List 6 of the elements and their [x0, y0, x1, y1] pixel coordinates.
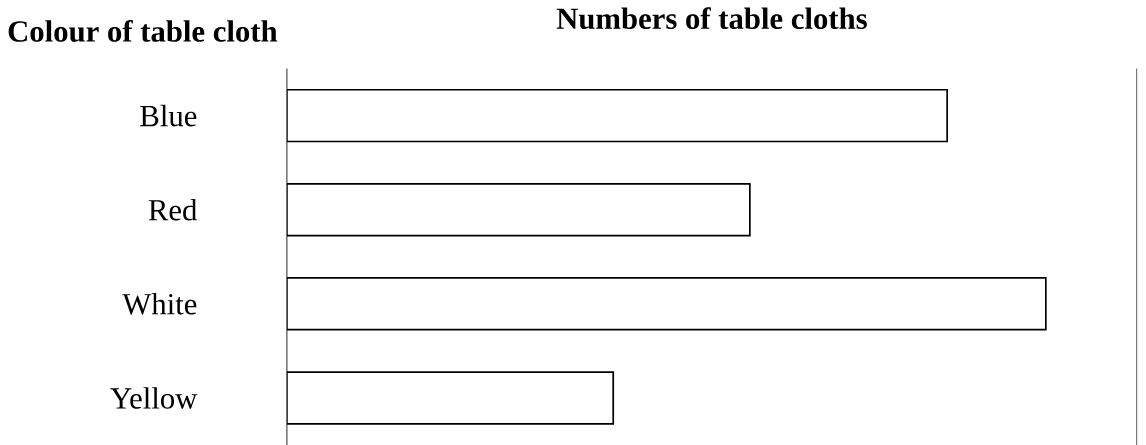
y-tick-label: White [122, 292, 197, 315]
chart-title: Numbers of table cloths [556, 6, 867, 29]
y-tick-label: Red [148, 198, 198, 221]
y-axis-title: Colour of table cloth [8, 19, 278, 42]
y-tick-label: Yellow [110, 386, 198, 409]
y-tick-label: Blue [140, 104, 197, 127]
